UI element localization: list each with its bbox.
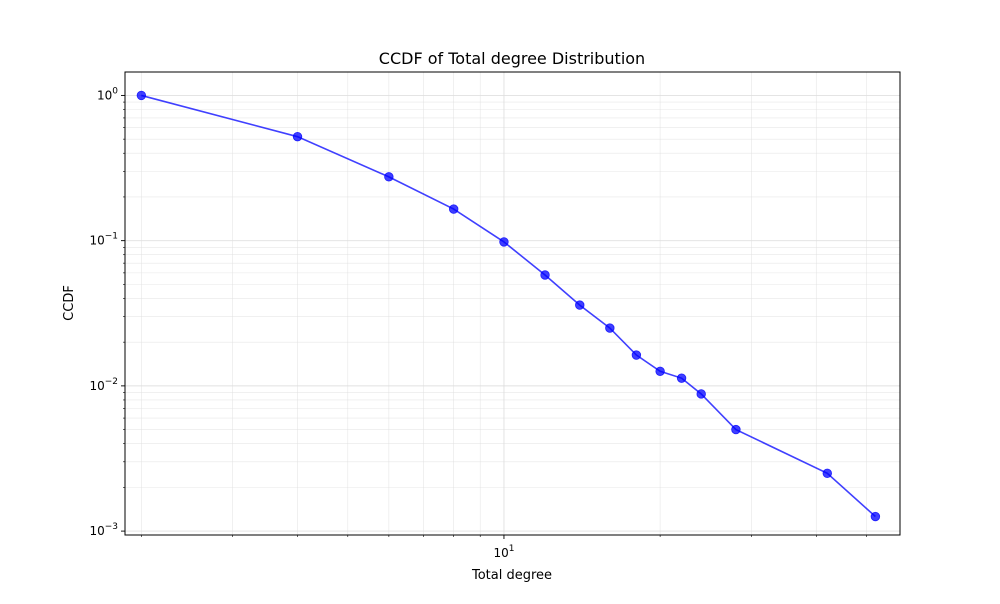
data-point [822, 468, 832, 479]
plot-frame [124, 71, 901, 536]
data-point [448, 204, 459, 214]
series-layer [136, 90, 881, 522]
data-point [575, 300, 585, 310]
y-tick-label: 10−1 [89, 232, 118, 248]
series-line [141, 94, 876, 518]
data-point [292, 131, 303, 142]
y-tick-label: 10−3 [89, 522, 118, 538]
data-point [870, 511, 881, 522]
data-point [631, 350, 642, 360]
data-point [676, 373, 687, 383]
y-tick-label: 10−2 [89, 377, 118, 393]
chart-title: CCDF of Total degree Distribution [379, 49, 645, 68]
y-axis-label: CCDF [62, 285, 77, 321]
ticks-layer: 101 100 10−1 10−2 10−3 [89, 86, 867, 560]
data-point [731, 424, 741, 435]
data-point [499, 237, 509, 247]
data-point [655, 366, 665, 377]
data-point [136, 90, 147, 101]
data-point [540, 270, 550, 280]
x-tick-label: 101 [493, 544, 514, 560]
x-axis-label: Total degree [471, 568, 552, 583]
y-tick-label: 100 [97, 86, 118, 102]
grid-layer [125, 72, 900, 535]
data-point [605, 323, 615, 333]
data-point [696, 389, 706, 399]
data-point [384, 172, 394, 182]
